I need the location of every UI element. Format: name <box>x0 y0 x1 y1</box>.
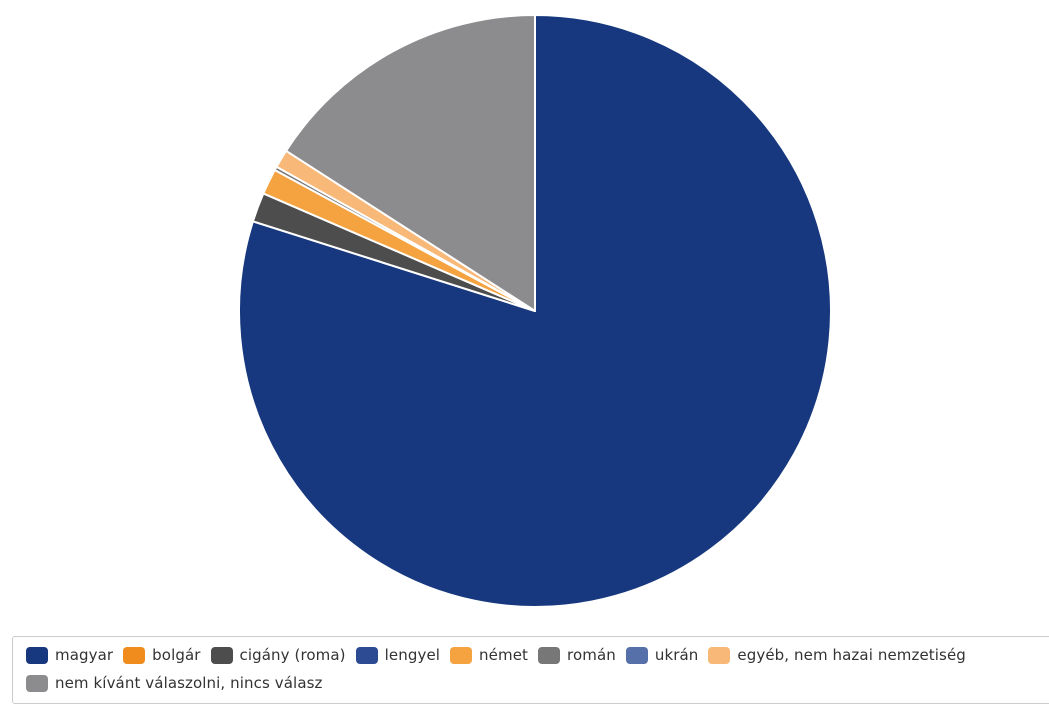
legend-label: román <box>567 646 616 664</box>
legend-swatch <box>26 646 48 664</box>
legend-swatch <box>538 646 561 664</box>
legend-label: nem kívánt válaszolni, nincs válasz <box>55 674 323 692</box>
legend-item[interactable]: német <box>450 645 528 665</box>
legend-swatch <box>26 674 48 692</box>
legend-label: magyar <box>55 646 114 664</box>
legend-item[interactable]: egyéb, nem hazai nemzetiség <box>708 645 966 665</box>
legend-swatch <box>123 646 146 664</box>
legend-label: egyéb, nem hazai nemzetiség <box>737 646 966 664</box>
legend-item[interactable]: ukrán <box>625 645 699 665</box>
legend-swatch <box>210 646 233 664</box>
legend-item[interactable]: bolgár <box>123 645 200 665</box>
legend-swatch <box>355 646 378 664</box>
legend-item[interactable]: nem kívánt válaszolni, nincs válasz <box>26 673 323 693</box>
legend-label: cigány (roma) <box>239 646 346 664</box>
legend-item[interactable]: román <box>538 645 616 665</box>
legend-label: lengyel <box>384 646 441 664</box>
legend-label: bolgár <box>152 646 201 664</box>
pie-slice-nem-kívánt-válaszolni-nincs-válasz[interactable] <box>285 14 536 312</box>
legend-label: ukrán <box>654 646 699 664</box>
legend-swatch <box>708 646 731 664</box>
legend-item[interactable]: lengyel <box>355 645 441 665</box>
legend-swatch <box>625 646 648 664</box>
legend-item[interactable]: cigány (roma) <box>210 645 346 665</box>
legend-swatch <box>450 646 473 664</box>
chart-legend: magyar bolgár cigány (roma) lengyel német rom… <box>12 636 1049 704</box>
pie-slices <box>238 14 832 608</box>
legend-item[interactable]: magyar <box>26 645 113 665</box>
legend-label: német <box>479 646 529 664</box>
